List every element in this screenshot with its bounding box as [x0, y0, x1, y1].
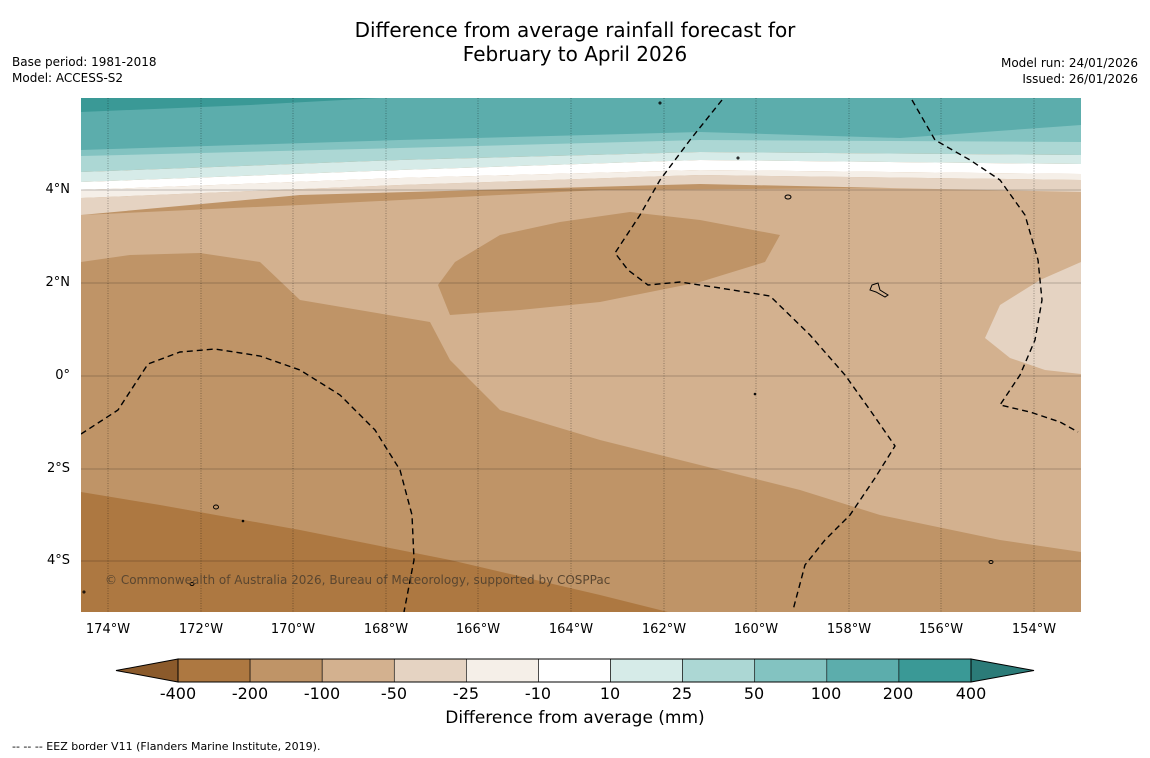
colorbar-extend-high	[970, 658, 1035, 683]
island	[241, 519, 245, 523]
island	[658, 101, 662, 105]
anomaly-band-minus400-minus200	[81, 492, 668, 612]
model-text: Model: ACCESS-S2	[12, 71, 124, 85]
metadata-left: Base period: 1981-2018 Model: ACCESS-S2	[12, 54, 157, 86]
islands	[82, 101, 994, 594]
anomaly-band-minus50-minus25-north	[81, 175, 1081, 215]
anomaly-band-10-25	[81, 152, 1081, 182]
colorbar-tick-label: 400	[955, 684, 987, 703]
island	[736, 156, 740, 160]
colorbar-tick-label: -400	[159, 684, 197, 703]
colorbar-cell	[754, 658, 828, 683]
eez-border-central	[614, 99, 896, 611]
model-run-text: Model run: 24/01/2026	[1000, 56, 1138, 70]
lat-label-4n: 4°N	[45, 182, 71, 197]
eez-borders	[81, 99, 1079, 612]
island	[988, 560, 994, 564]
metadata-right: Model run: 24/01/2026 Issued: 26/01/2026	[1001, 55, 1138, 87]
colorbar-tick-label: -50	[380, 684, 408, 703]
lon-label-160w: 160°W	[733, 622, 779, 637]
colorbar-cell	[898, 658, 972, 683]
longitude-gridlines	[107, 98, 1035, 612]
lon-label-156w: 156°W	[918, 622, 964, 637]
title-line-1: Difference from average rainfall forecas…	[354, 18, 796, 42]
lon-label-162w: 162°W	[641, 622, 687, 637]
anomaly-band-minus10-plus10	[81, 160, 1081, 190]
lat-label-4s: 4°S	[46, 553, 70, 568]
island	[869, 282, 889, 298]
latitude-gridlines	[81, 189, 1081, 562]
colorbar-cell	[177, 658, 251, 683]
lat-label-0: 0°	[55, 368, 70, 383]
lat-label-2s: 2°S	[46, 461, 70, 476]
colorbar-frame	[177, 658, 972, 683]
colorbar-cell	[393, 658, 467, 683]
colorbar-tick-label: 100	[810, 684, 842, 703]
colorbar-cell	[466, 658, 539, 683]
lon-label-168w: 168°W	[363, 622, 409, 637]
colorbar-tick-label: 25	[671, 684, 693, 703]
lon-label-170w: 170°W	[270, 622, 316, 637]
eez-footnote: -- -- -- EEZ border V11 (Flanders Marine…	[12, 740, 321, 753]
copyright-text: © Commonwealth of Australia 2026, Bureau…	[105, 573, 610, 587]
colorbar-cell	[249, 658, 323, 683]
colorbar-tick-label: 50	[743, 684, 765, 703]
lon-label-164w: 164°W	[548, 622, 594, 637]
lat-label-2n: 2°N	[45, 275, 71, 290]
colorbar-tick-label: 10	[599, 684, 621, 703]
issued-text: Issued: 26/01/2026	[1022, 72, 1138, 86]
colorbar-cell	[826, 658, 900, 683]
colorbar-extend-low	[115, 658, 179, 683]
island	[213, 504, 219, 510]
colorbar-tick-label: -100	[303, 684, 341, 703]
colorbar-cell	[682, 658, 756, 683]
anomaly-band-200-400	[81, 98, 380, 112]
anomaly-band-minus25-minus10	[81, 170, 1081, 198]
lon-label-154w: 154°W	[1011, 622, 1057, 637]
lon-label-172w: 172°W	[178, 622, 224, 637]
lon-label-158w: 158°W	[826, 622, 872, 637]
colorbar-cell	[538, 658, 611, 683]
island	[784, 194, 792, 200]
colorbar-tick-label: -10	[524, 684, 552, 703]
island	[189, 582, 195, 586]
eez-border-east	[911, 99, 1079, 433]
colorbar-title: Difference from average (mm)	[445, 708, 705, 728]
lon-label-174w: 174°W	[85, 622, 131, 637]
anomaly-band-minus100-minus50	[81, 188, 1081, 552]
base-period-text: Base period: 1981-2018	[12, 55, 157, 69]
anomaly-patch-minus200-minus100	[438, 212, 780, 315]
anomaly-band-100-200	[81, 98, 1081, 150]
chart-title: Difference from average rainfall forecas…	[0, 18, 1150, 66]
colorbar-tick-label: -25	[452, 684, 480, 703]
lon-label-166w: 166°W	[455, 622, 501, 637]
colorbar-tick-label: -200	[231, 684, 269, 703]
colorbar-cell	[321, 658, 395, 683]
colorbar-tick-label: 200	[882, 684, 914, 703]
island	[82, 590, 86, 594]
anomaly-patch-minus50-minus25-east	[985, 262, 1081, 374]
colorbar-cell	[610, 658, 683, 683]
title-line-2: February to April 2026	[462, 42, 688, 66]
island	[753, 392, 757, 396]
